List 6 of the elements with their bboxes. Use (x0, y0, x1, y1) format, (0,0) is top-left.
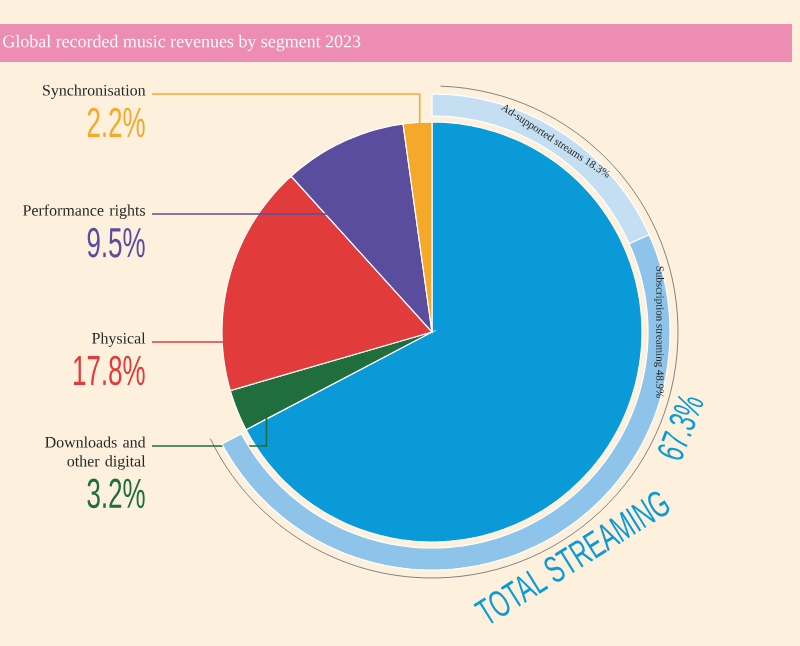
data-label: 67.3% (658, 395, 704, 460)
data-label: 17.8% (74, 355, 145, 386)
data-label: 9.5% (87, 227, 145, 258)
chart-title: Global recorded music revenues by segment 2023 (3, 34, 361, 52)
data-label: 3.2% (87, 478, 145, 509)
data-label: 2.2% (87, 107, 145, 138)
